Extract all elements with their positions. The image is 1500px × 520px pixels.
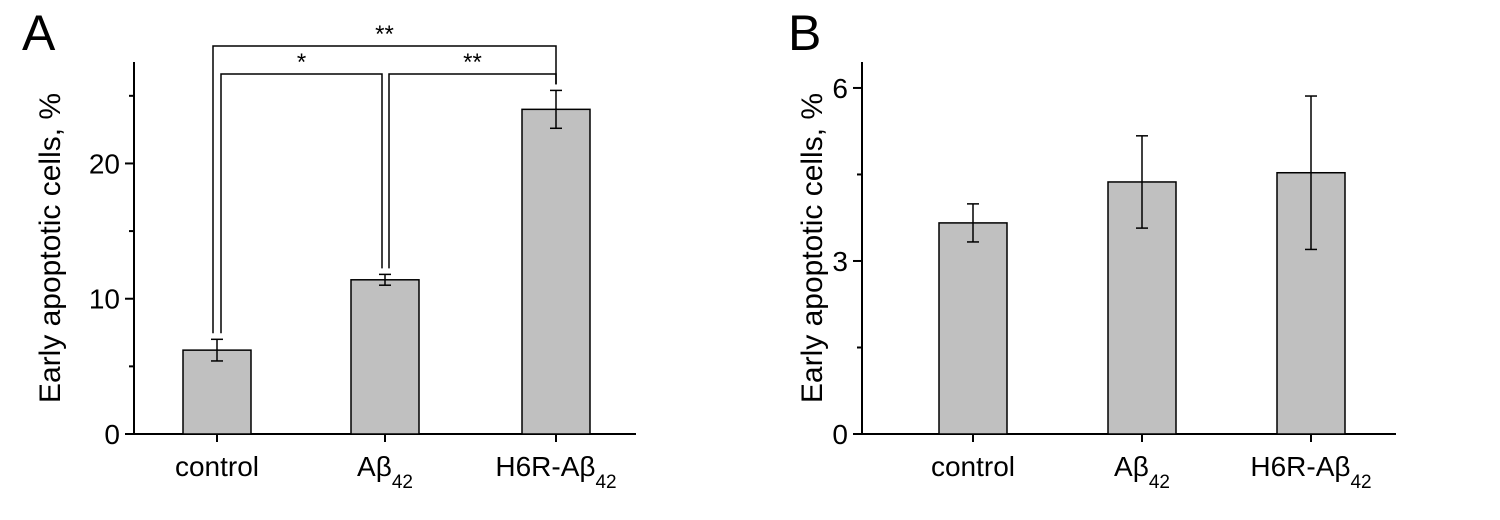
significance-bracket — [388, 73, 557, 269]
bar — [521, 108, 591, 435]
y-tick-label: 3 — [832, 246, 848, 277]
y-axis-label: Early apoptotic cells, % — [796, 93, 829, 403]
y-tick-label: 6 — [832, 73, 848, 104]
x-tick-label: control — [175, 451, 259, 482]
chart-panel-a: A 0 10 20 Early apoptotic cells, % control Aβ4… — [22, 5, 636, 493]
x-tick-label: control — [931, 451, 1015, 482]
y-tick-label: 20 — [89, 148, 120, 179]
y-tick-label: 10 — [89, 284, 120, 315]
significance-label: ** — [375, 21, 394, 48]
x-tick-label: H6R-Aβ42 — [1250, 451, 1371, 493]
bar — [350, 279, 420, 435]
x-tick-label: Aβ42 — [1114, 451, 1170, 493]
significance-bracket — [212, 45, 557, 334]
significance-bracket — [220, 73, 383, 334]
bar — [938, 222, 1008, 435]
panel-letter: B — [788, 5, 821, 61]
panel-letter: A — [22, 5, 56, 61]
x-tick-label: Aβ42 — [357, 451, 413, 493]
significance-label: * — [297, 49, 306, 76]
y-tick-label: 0 — [104, 419, 120, 450]
x-tick-label: H6R-Aβ42 — [495, 451, 616, 493]
y-axis-label: Early apoptotic cells, % — [34, 93, 67, 403]
y-tick-label: 0 — [832, 419, 848, 450]
significance-label: ** — [463, 49, 482, 76]
bar — [182, 349, 252, 435]
